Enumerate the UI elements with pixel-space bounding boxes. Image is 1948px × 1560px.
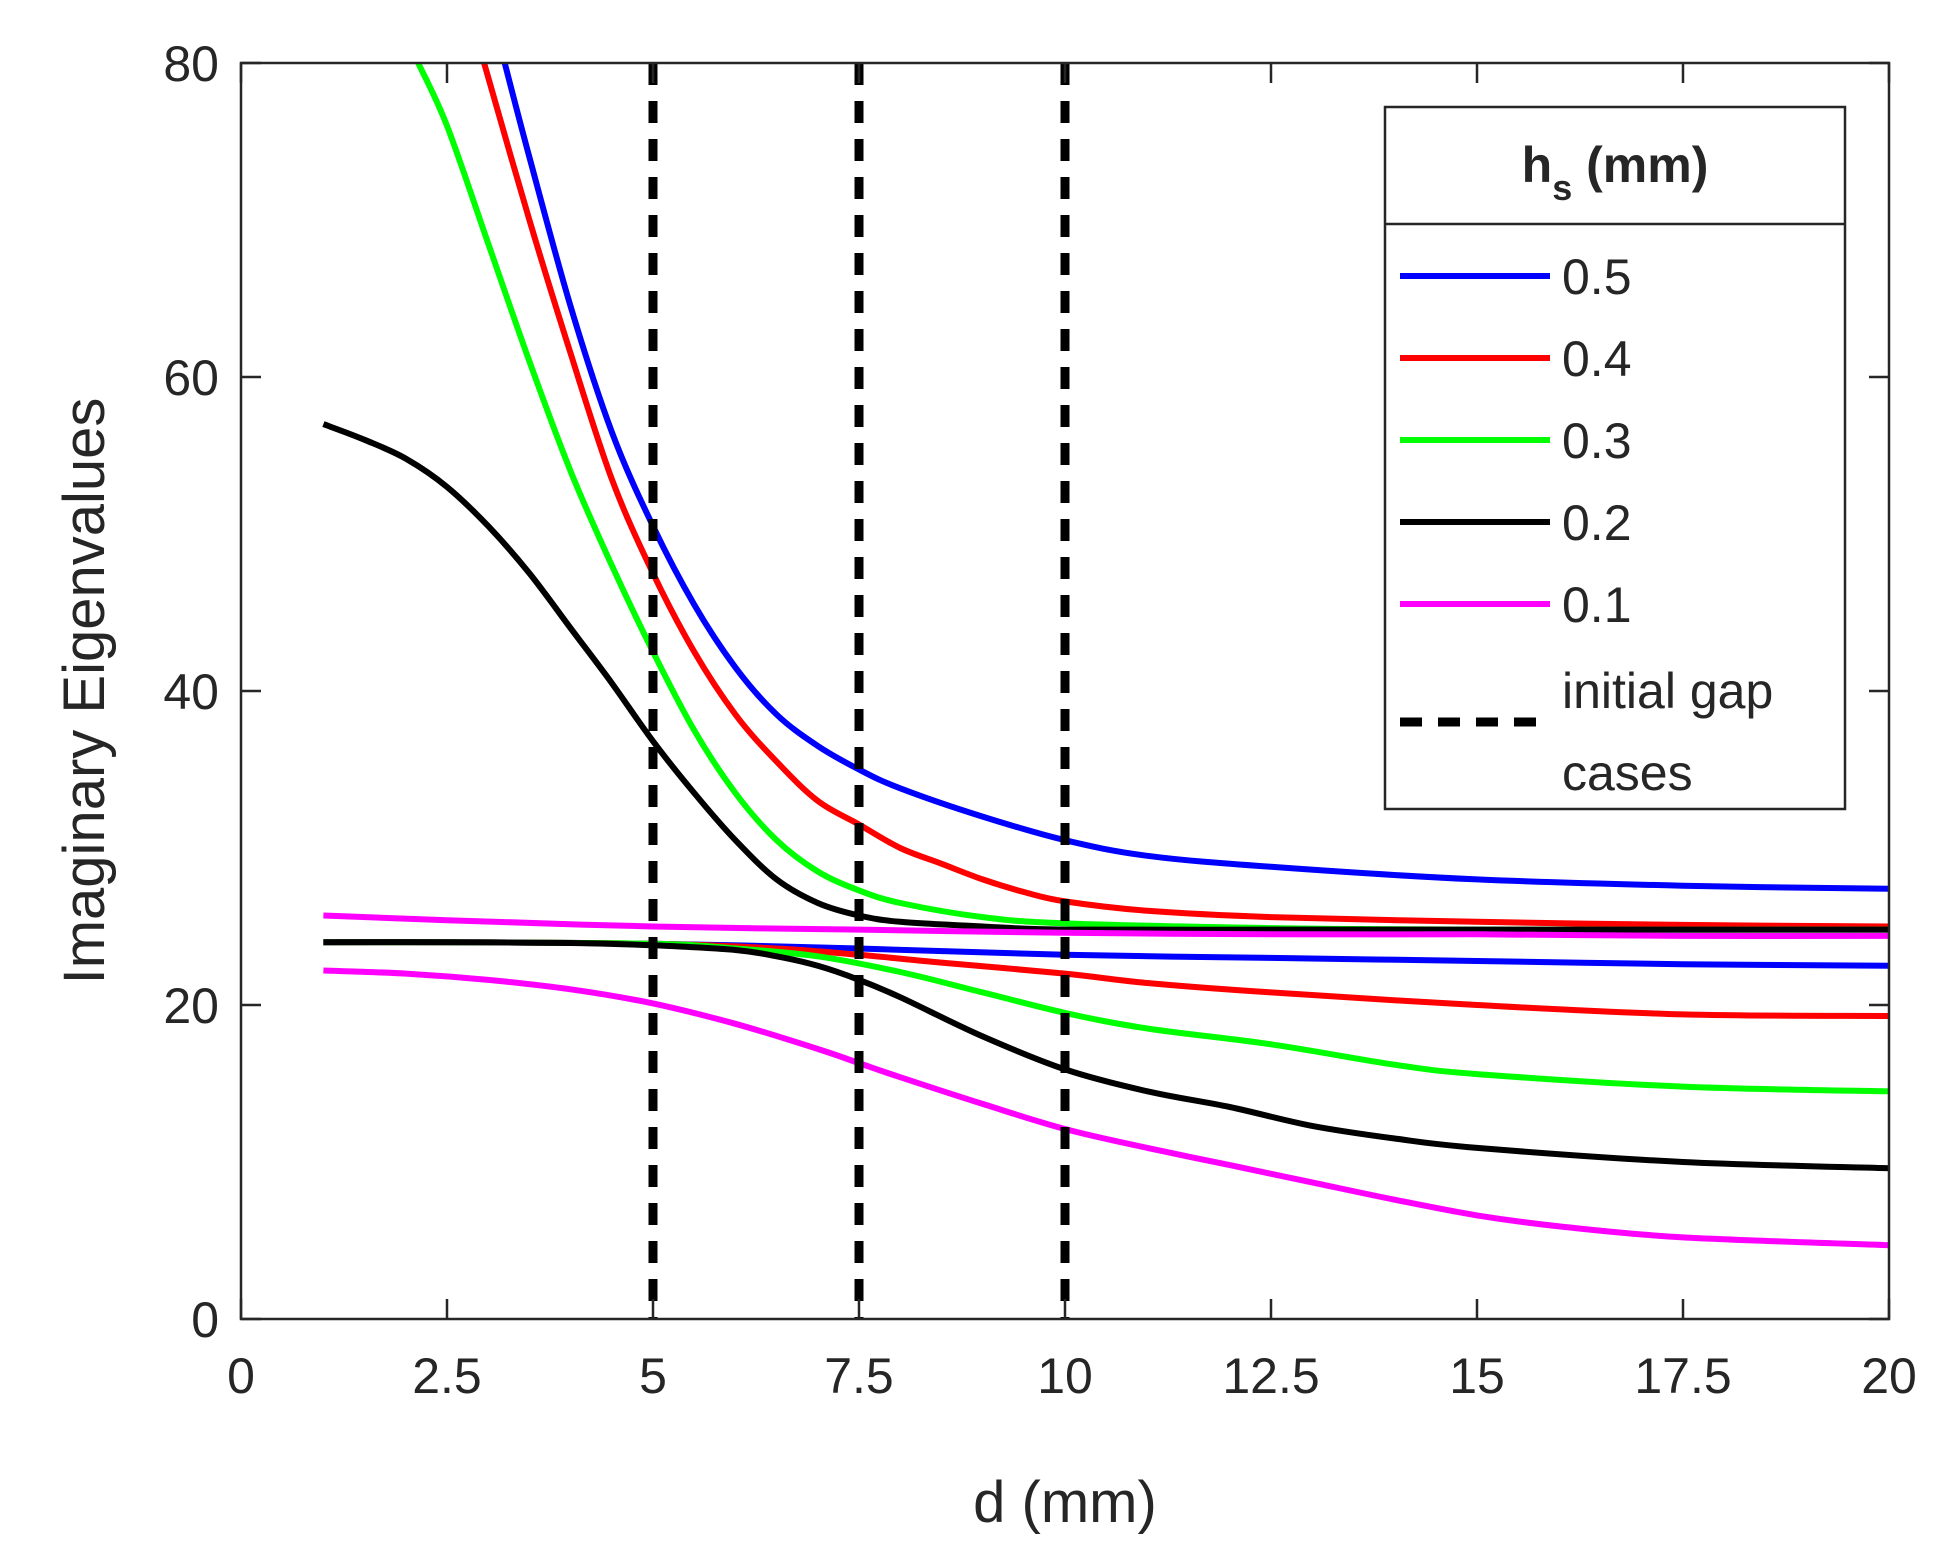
y-axis-label: Imaginary Eigenvalues: [52, 398, 117, 985]
x-tick-label: 2.5: [412, 1348, 482, 1404]
legend-entries: 0.5 0.4 0.3 0.2 0.1: [1400, 249, 1632, 633]
x-tick-label: 0: [227, 1348, 255, 1404]
legend-title-unit: (mm): [1572, 137, 1708, 193]
series-line-01-lower: [323, 967, 1889, 1249]
plot-frame: [239, 61, 1891, 1321]
x-tick-label: 7.5: [824, 1348, 894, 1404]
legend: hs (mm) 0.5 0.4 0.3 0.2 0.1 initial gap case…: [1383, 105, 1847, 811]
legend-title: hs (mm): [1522, 137, 1709, 208]
x-tick-label: 10: [1037, 1348, 1093, 1404]
series-line-05-upper: [501, 63, 1889, 892]
ticks-layer: 0 2.5 5 7.5 10 12.5 15 17.5 20 0 20 40 60 80: [163, 36, 1916, 1404]
series-line-01-upper: [323, 912, 1889, 940]
x-tick-label: 20: [1861, 1348, 1917, 1404]
x-tick-label: 17.5: [1634, 1348, 1731, 1404]
legend-label-05: 0.5: [1562, 249, 1632, 305]
legend-label-04: 0.4: [1562, 331, 1632, 387]
x-tick-label: 15: [1449, 1348, 1505, 1404]
y-tick-label: 60: [163, 350, 219, 406]
series-line-02-lower: [323, 939, 1889, 1172]
legend-label-03: 0.3: [1562, 413, 1632, 469]
y-tick-label: 0: [191, 1292, 219, 1348]
legend-title-main: h: [1522, 137, 1553, 193]
legend-label-02: 0.2: [1562, 495, 1632, 551]
legend-label-01: 0.1: [1562, 577, 1632, 633]
series-line-04-upper: [481, 63, 1889, 930]
y-tick-label: 40: [163, 664, 219, 720]
series-line-02-upper: [322, 421, 1889, 933]
x-tick-label: 5: [639, 1348, 667, 1404]
legend-title-subscript: s: [1552, 167, 1572, 208]
y-tick-label: 80: [163, 36, 219, 92]
x-tick-label: 12.5: [1222, 1348, 1319, 1404]
x-axis-label: d (mm): [973, 1470, 1157, 1535]
vline-layer: [648, 63, 1070, 1319]
series-layer: [322, 63, 1889, 1249]
legend-gap-label-line2: cases: [1562, 745, 1693, 801]
y-tick-label: 20: [163, 978, 219, 1034]
legend-gap-label-line1: initial gap: [1562, 663, 1773, 719]
